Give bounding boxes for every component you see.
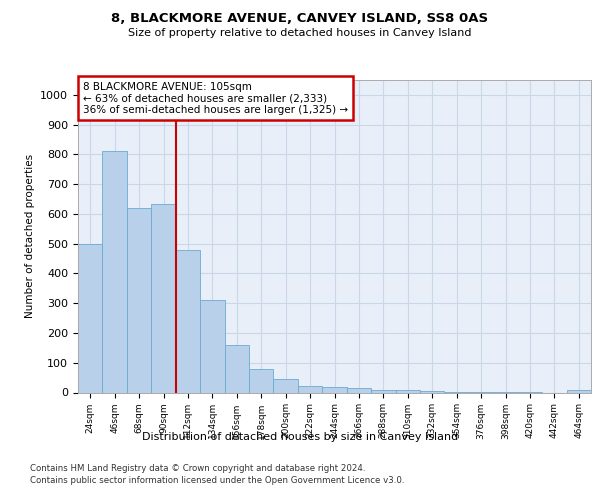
Bar xyxy=(224,345,249,393)
Bar xyxy=(151,204,176,392)
Bar xyxy=(395,390,420,392)
Text: Size of property relative to detached houses in Canvey Island: Size of property relative to detached ho… xyxy=(128,28,472,38)
Text: Distribution of detached houses by size in Canvey Island: Distribution of detached houses by size … xyxy=(142,432,458,442)
Bar xyxy=(371,390,395,392)
Bar xyxy=(274,380,298,392)
Text: 8, BLACKMORE AVENUE, CANVEY ISLAND, SS8 0AS: 8, BLACKMORE AVENUE, CANVEY ISLAND, SS8 … xyxy=(112,12,488,26)
Bar xyxy=(127,208,151,392)
Text: Contains public sector information licensed under the Open Government Licence v3: Contains public sector information licen… xyxy=(30,476,404,485)
Text: Contains HM Land Registry data © Crown copyright and database right 2024.: Contains HM Land Registry data © Crown c… xyxy=(30,464,365,473)
Bar xyxy=(298,386,322,392)
Bar xyxy=(249,368,274,392)
Bar xyxy=(347,388,371,392)
Bar xyxy=(103,152,127,392)
Bar xyxy=(322,386,347,392)
Text: 8 BLACKMORE AVENUE: 105sqm
← 63% of detached houses are smaller (2,333)
36% of s: 8 BLACKMORE AVENUE: 105sqm ← 63% of deta… xyxy=(83,82,348,115)
Bar xyxy=(78,244,103,392)
Bar xyxy=(200,300,224,392)
Y-axis label: Number of detached properties: Number of detached properties xyxy=(25,154,35,318)
Bar xyxy=(176,250,200,392)
Bar xyxy=(566,390,591,392)
